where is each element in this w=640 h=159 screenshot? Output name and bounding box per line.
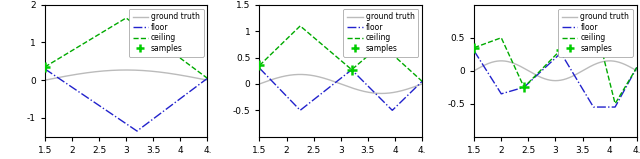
Legend: ground truth, floor, ceiling, samples: ground truth, floor, ceiling, samples [558, 9, 633, 57]
Legend: ground truth, floor, ceiling, samples: ground truth, floor, ceiling, samples [344, 9, 419, 57]
Legend: ground truth, floor, ceiling, samples: ground truth, floor, ceiling, samples [129, 9, 204, 57]
